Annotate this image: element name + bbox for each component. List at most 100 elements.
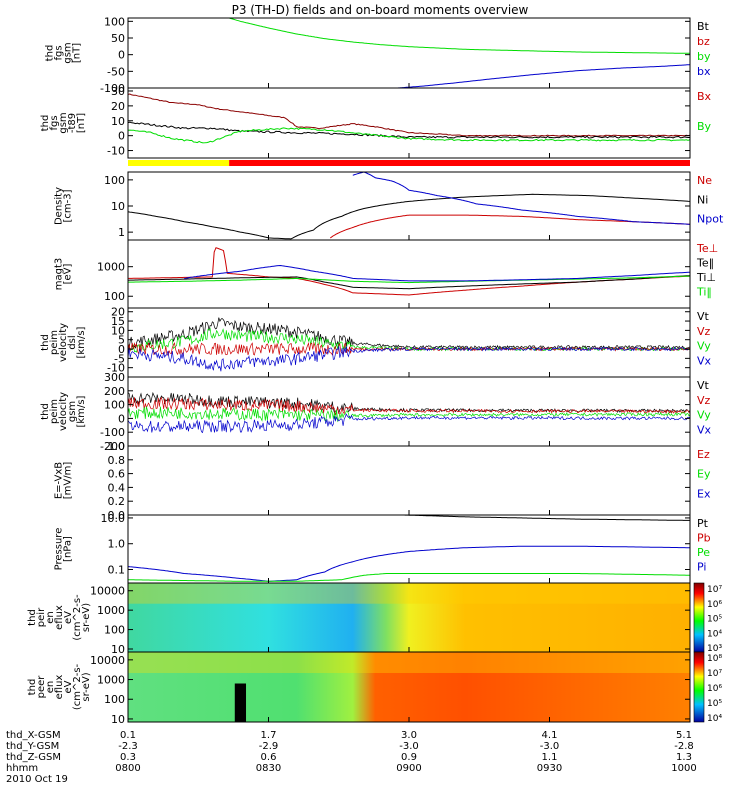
ytick-label: 0.0 bbox=[108, 509, 126, 522]
ytick-label: 1000 bbox=[97, 674, 125, 687]
ylabel-line: [nT] bbox=[72, 43, 83, 63]
colorbar-tick-label: 10⁶ bbox=[707, 600, 722, 610]
ytick-label: 0 bbox=[118, 412, 125, 425]
spectrogram-data-gap bbox=[234, 683, 247, 722]
time-axis-tick-label: 0800 bbox=[115, 763, 140, 774]
colorbar-tick-label: 10⁸ bbox=[707, 654, 722, 664]
panels-group: 100500-50-100thdfgsgsm[nT]Btbzbybx302010… bbox=[27, 15, 724, 726]
ylabel-line: eflux bbox=[54, 605, 65, 630]
panel-peer-spectrogram: 10⁸ 10⁷ 10⁶ 10⁵ 10⁴ 10000 1000 100 10 thdpeerenef… bbox=[27, 651, 722, 726]
legend-Vx: Vx bbox=[697, 354, 712, 367]
legend-Bx: Bx bbox=[697, 90, 712, 103]
ylabel-line: peir bbox=[36, 607, 47, 627]
ytick-label: 0.8 bbox=[108, 454, 126, 467]
ytick-label: 1000 bbox=[97, 604, 125, 617]
ytick-label: -50 bbox=[107, 65, 125, 78]
series-line-Ti‖ bbox=[128, 275, 690, 284]
time-axis-tick-label: 1.3 bbox=[676, 752, 692, 763]
time-axis-tick-label: 0900 bbox=[396, 763, 421, 774]
time-axis-tick-label: 1000 bbox=[671, 763, 696, 774]
colorbar-tick-label: 10⁷ bbox=[707, 669, 722, 679]
legend-Pt: Pt bbox=[697, 517, 709, 530]
ylabel-line: Density bbox=[54, 187, 65, 225]
series-line-Pt bbox=[403, 515, 690, 521]
time-axis-row-label: thd_X-GSM bbox=[6, 730, 61, 741]
series-line-Te‖ bbox=[184, 264, 690, 282]
ylabel-line: en bbox=[45, 681, 56, 694]
legend-Ti‖: Ti‖ bbox=[696, 286, 712, 299]
time-axis-tick-label: 0930 bbox=[537, 763, 562, 774]
legend-Vx: Vx bbox=[697, 423, 712, 436]
legend-Pi: Pi bbox=[697, 561, 706, 574]
ylabel-line: velocity bbox=[58, 392, 69, 431]
time-axis-row-label: thd_Y-GSM bbox=[6, 741, 59, 752]
legend-Ez: Ez bbox=[697, 448, 710, 461]
ylabel-line: eV bbox=[63, 680, 74, 693]
time-axis-row-label: hhmm bbox=[6, 763, 38, 774]
ytick-label: -10 bbox=[107, 362, 125, 375]
ytick-label: 20 bbox=[111, 100, 125, 113]
time-axis-tick-label: 1.1 bbox=[542, 752, 558, 763]
ytick-label: 10000 bbox=[90, 654, 125, 667]
spectrogram-peir-spectrogram bbox=[128, 583, 690, 652]
ytick-label: 10 bbox=[111, 324, 125, 337]
ytick-label: 100 bbox=[104, 15, 125, 28]
ylabel-line: [nT] bbox=[76, 113, 87, 133]
spectrogram-highband-peer-spectrogram bbox=[128, 652, 690, 673]
legend-Vt: Vt bbox=[697, 379, 710, 392]
ylabel-line: (cm^2-s- bbox=[72, 663, 83, 710]
panel-frame bbox=[127, 445, 691, 516]
ylabel-line: fgs bbox=[49, 115, 60, 130]
ytick-label: -100 bbox=[100, 82, 125, 95]
ylabel-line: [nPa] bbox=[63, 536, 74, 562]
legend-Ti⊥: Ti⊥ bbox=[696, 271, 716, 284]
time-axis-tick-label: -2.8 bbox=[674, 741, 694, 752]
legend-Bt: Bt bbox=[697, 20, 710, 33]
legend-Te‖: Te‖ bbox=[696, 257, 714, 270]
ytick-label: 0.6 bbox=[108, 468, 126, 481]
series-line-Bz bbox=[128, 93, 690, 137]
legend-bz: bz bbox=[697, 35, 710, 48]
panel-peir-spectrogram: 10⁷ 10⁶ 10⁵ 10⁴ 10³ 10000 1000 100 10 thdpeirenef… bbox=[27, 582, 722, 656]
ylabel-line: en bbox=[45, 611, 56, 624]
time-axis-row-label: thd_Z-GSM bbox=[6, 752, 61, 763]
ylabel-line: dsl bbox=[67, 335, 78, 349]
ytick-label: 300 bbox=[104, 371, 125, 384]
legend-Ey: Ey bbox=[697, 468, 711, 481]
colorbar-tick-label: 10⁴ bbox=[707, 629, 722, 639]
ylabel-line: [km/s] bbox=[76, 395, 87, 427]
series-line-Ti⊥ bbox=[128, 275, 690, 290]
figure-title: P3 (TH-D) fields and on-board moments ov… bbox=[232, 3, 529, 17]
panel-frame bbox=[127, 171, 691, 241]
legend-Vy: Vy bbox=[697, 340, 711, 353]
series-line-Ne bbox=[330, 214, 690, 239]
ytick-label: 1 bbox=[118, 226, 125, 239]
ylabel-line: thd bbox=[27, 609, 38, 626]
ylabel-line: (cm^2-s- bbox=[72, 594, 83, 641]
panel-frame bbox=[127, 514, 691, 584]
ytick-label: 5 bbox=[118, 334, 125, 347]
ytick-label: 1.0 bbox=[108, 538, 126, 551]
legend-Vt: Vt bbox=[697, 310, 710, 323]
ytick-label: -100 bbox=[100, 426, 125, 439]
legend-Vz: Vz bbox=[697, 325, 711, 338]
legend-by: by bbox=[697, 50, 711, 63]
legend-By: By bbox=[697, 120, 712, 133]
ylabel-line: peer bbox=[36, 675, 47, 699]
mode-bar-segment bbox=[229, 160, 690, 166]
ytick-label: 20 bbox=[111, 306, 125, 319]
ylabel-line: gsm bbox=[58, 112, 69, 133]
time-axis-tick-label: 0.1 bbox=[120, 730, 136, 741]
colorbar-tick-label: 10⁴ bbox=[707, 714, 722, 724]
ylabel-line: eflux bbox=[54, 675, 65, 700]
mode-bar-segment bbox=[128, 160, 230, 166]
series-line-Pe bbox=[128, 573, 690, 582]
ylabel-line: -t89 bbox=[67, 113, 78, 133]
ylabel-line: Pressure bbox=[54, 528, 65, 571]
legend-bx: bx bbox=[697, 65, 711, 78]
ylabel-line: [cm-3] bbox=[63, 189, 74, 222]
